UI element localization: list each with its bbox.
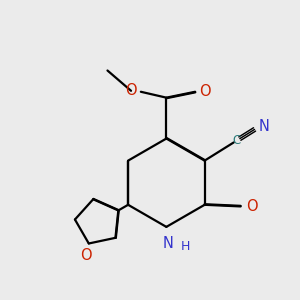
- Text: H: H: [181, 240, 190, 253]
- Text: O: O: [246, 199, 258, 214]
- Text: O: O: [199, 84, 211, 99]
- Text: N: N: [259, 119, 270, 134]
- Text: O: O: [80, 248, 92, 263]
- Text: O: O: [125, 83, 137, 98]
- Text: C: C: [232, 134, 240, 147]
- Text: N: N: [163, 236, 173, 251]
